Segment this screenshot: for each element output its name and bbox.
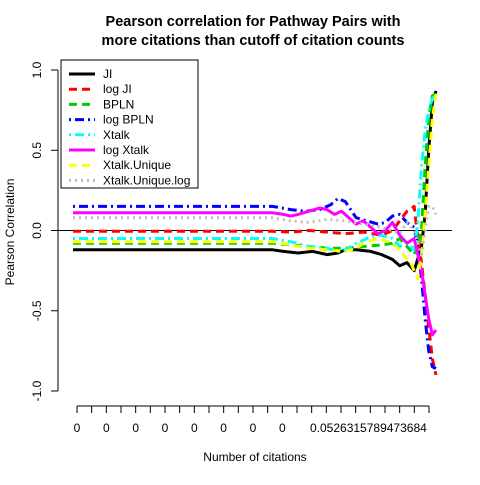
legend-label: Xtalk.Unique.log	[103, 173, 190, 187]
legend-label: log Xtalk	[103, 143, 150, 157]
y-tick-label: -1.0	[30, 380, 44, 401]
chart-title-line1: Pearson correlation for Pathway Pairs wi…	[106, 14, 401, 30]
x-tick-label: 0	[74, 421, 81, 435]
x-tick-label: 0	[220, 421, 227, 435]
chart-title-line2: more citations than cutoff of citation c…	[102, 33, 405, 49]
x-tick-label: 0	[132, 421, 139, 435]
series-line-ji	[73, 90, 438, 273]
series-group	[73, 90, 438, 376]
x-axis-label: Number of citations	[203, 450, 306, 464]
legend-label: Xtalk.Unique	[103, 158, 171, 172]
x-tick-label: 0	[103, 421, 110, 435]
series-line-xtalk	[73, 93, 438, 253]
series-line-xtalk-unique	[73, 93, 438, 281]
y-tick-label: 0.0	[30, 222, 44, 239]
series-line-log-bpln	[73, 196, 437, 370]
y-axis-label: Pearson Correlation	[3, 179, 17, 286]
x-tick-label: 0	[250, 421, 257, 435]
x-tick-label: 0	[191, 421, 198, 435]
legend-label: log JI	[103, 82, 132, 96]
axes: -1.0 -0.5 0.0 0.5 1.0 0 0 0 0 0 0 0 0 0.0526315789473…	[30, 61, 430, 435]
legend-label: log BPLN	[103, 113, 154, 127]
series-line-log-xtalk	[73, 206, 438, 337]
y-tick-label: 0.5	[30, 142, 44, 159]
x-tick-label: 0	[162, 421, 169, 435]
legend-label: BPLN	[103, 97, 134, 111]
legend-label: Xtalk	[103, 128, 131, 142]
x-tick-label: 0.0526315789473684	[310, 421, 427, 435]
series-line-bpln	[73, 92, 437, 257]
legend-label: JI	[103, 67, 112, 81]
x-tick-label: 0	[279, 421, 286, 435]
y-tick-label: -0.5	[30, 300, 44, 321]
y-tick-label: 1.0	[30, 61, 44, 78]
